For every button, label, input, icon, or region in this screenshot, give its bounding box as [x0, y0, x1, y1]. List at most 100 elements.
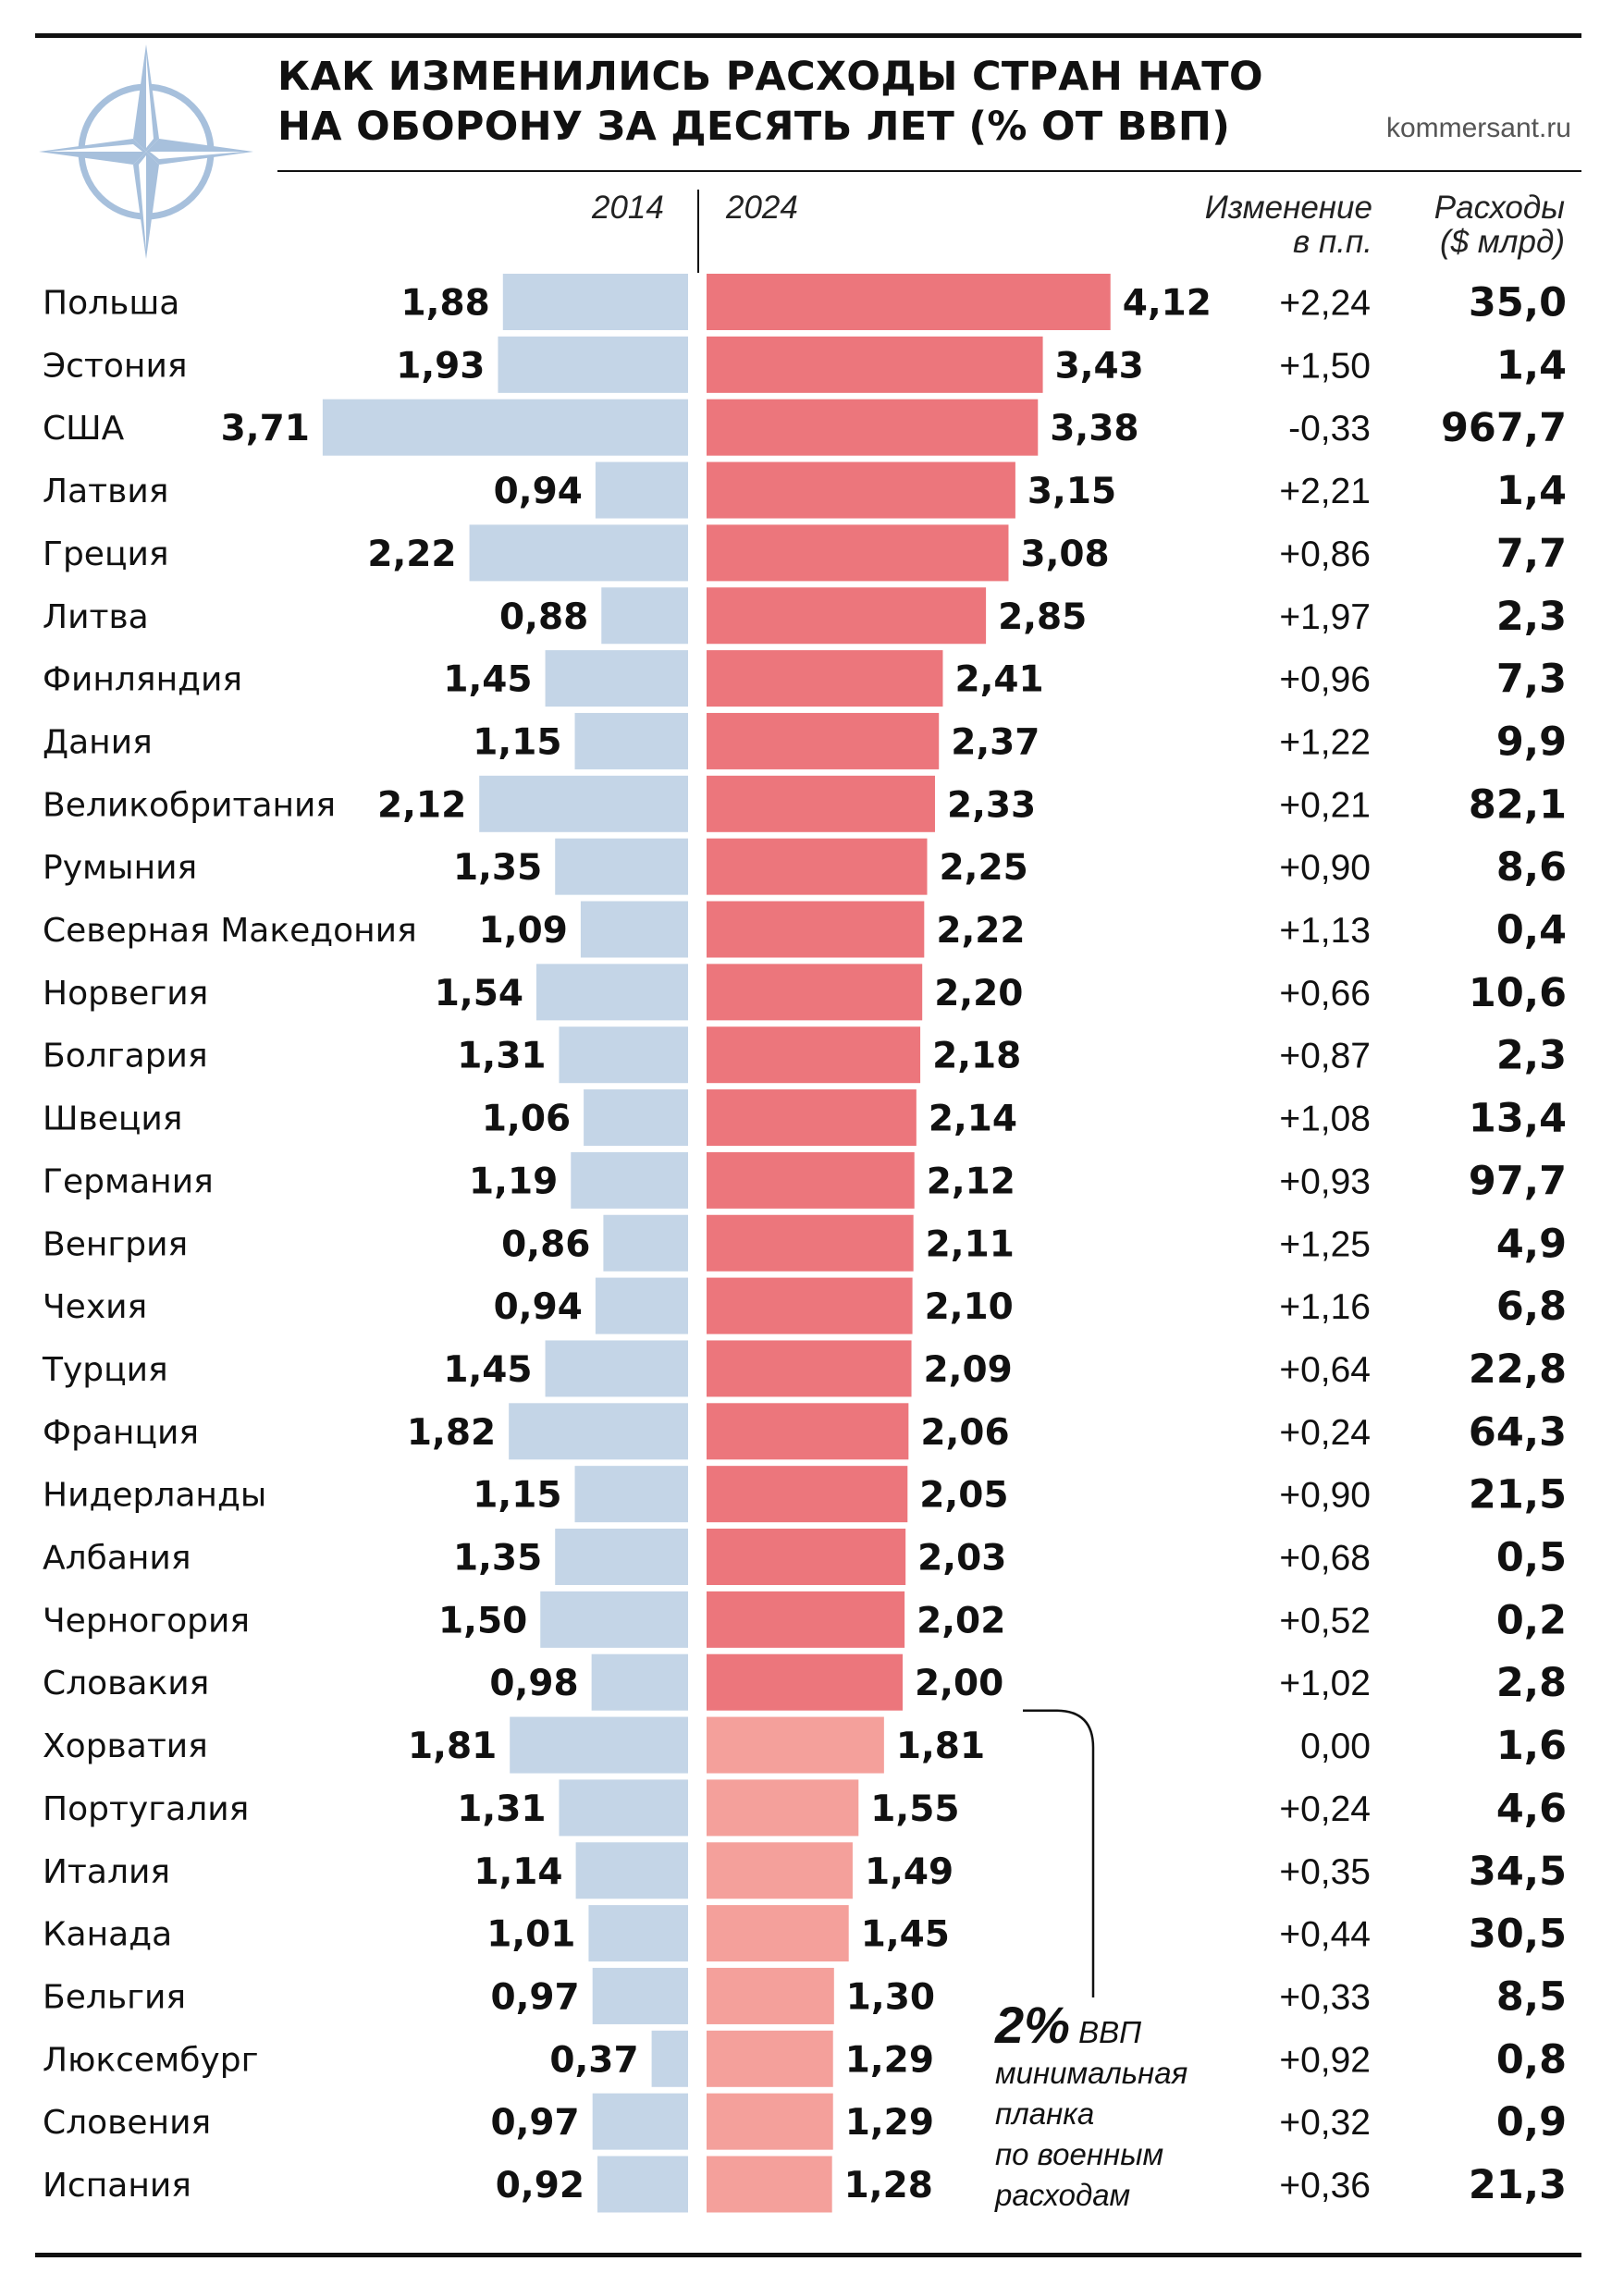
- change-value: -0,33: [1288, 409, 1371, 449]
- spending-value: 34,5: [1469, 1849, 1567, 1895]
- value-label-2024: 2,11: [926, 1223, 1015, 1265]
- header-spending-line-2: ($ млрд): [1439, 224, 1565, 260]
- value-label-2024: 2,00: [915, 1663, 1003, 1704]
- bar-2024: [707, 1403, 909, 1460]
- bar-2014: [479, 775, 688, 832]
- country-label: Италия: [43, 1853, 170, 1891]
- spending-value: 967,7: [1441, 405, 1567, 451]
- value-label-2014: 1,45: [443, 659, 532, 701]
- value-label-2024: 1,49: [865, 1851, 953, 1893]
- bar-2014: [574, 712, 688, 769]
- bar-2014: [502, 274, 688, 330]
- spending-value: 0,2: [1496, 1597, 1567, 1643]
- change-value: +0,36: [1279, 2166, 1371, 2206]
- bar-2014: [575, 1842, 688, 1899]
- value-label-2014: 1,15: [473, 721, 561, 763]
- country-label: Венгрия: [43, 1225, 188, 1263]
- bottom-rule: [35, 2253, 1581, 2257]
- spending-value: 6,8: [1496, 1284, 1567, 1330]
- spending-value: 64,3: [1469, 1409, 1567, 1456]
- country-label: Канада: [43, 1916, 172, 1954]
- header-year-2024: 2024: [726, 190, 798, 226]
- spending-value: 21,5: [1469, 1472, 1567, 1518]
- bar-2024: [707, 1591, 905, 1648]
- country-label: Словакия: [43, 1665, 209, 1702]
- chart-title: КАК ИЗМЕНИЛИСЬ РАСХОДЫ СТРАН НАТО НА ОБО…: [277, 52, 1263, 152]
- country-label: Португалия: [43, 1790, 249, 1828]
- change-value: +1,02: [1279, 1664, 1371, 1703]
- spending-value: 4,6: [1496, 1786, 1567, 1832]
- value-label-2024: 4,12: [1123, 283, 1212, 325]
- spending-value: 1,4: [1496, 342, 1567, 388]
- value-label-2014: 1,50: [438, 1600, 527, 1641]
- bar-2014: [603, 1214, 688, 1272]
- value-label-2014: 0,37: [549, 2039, 638, 2081]
- value-label-2014: 0,98: [489, 1663, 578, 1704]
- source-link[interactable]: kommersant.ru: [1385, 113, 1571, 143]
- change-value: +1,08: [1279, 1100, 1371, 1139]
- bar-2024: [707, 838, 928, 895]
- bar-2014: [545, 1340, 688, 1397]
- title-line-2: НА ОБОРОНУ ЗА ДЕСЯТЬ ЛЕТ (% ОТ ВВП): [277, 104, 1231, 150]
- value-label-2024: 2,18: [932, 1036, 1021, 1077]
- change-value: +0,90: [1279, 1476, 1371, 1516]
- header-spending: Расходы ($ млрд): [1434, 190, 1565, 259]
- value-label-2024: 2,03: [917, 1538, 1006, 1579]
- country-label: Люксембург: [43, 2041, 259, 2079]
- bar-2014: [592, 2093, 688, 2150]
- bar-2014: [584, 1089, 688, 1147]
- bar-2014: [535, 964, 688, 1021]
- country-label: Польша: [43, 285, 179, 323]
- bar-2024: [707, 336, 1043, 393]
- bar-2024: [707, 587, 987, 645]
- value-label-2014: 1,81: [408, 1726, 497, 1767]
- header-change-line-2: в п.п.: [1293, 224, 1372, 260]
- bar-2014: [559, 1026, 688, 1084]
- year-divider-line: [697, 190, 699, 273]
- value-label-2024: 2,12: [927, 1161, 1015, 1202]
- value-label-2014: 1,09: [479, 910, 568, 952]
- value-label-2014: 1,93: [396, 345, 485, 387]
- value-label-2014: 1,82: [407, 1412, 496, 1454]
- country-label: Латвия: [43, 473, 168, 510]
- bar-2014: [592, 1967, 688, 2024]
- spending-value: 97,7: [1469, 1158, 1567, 1204]
- country-label: Словения: [43, 2104, 211, 2142]
- value-label-2014: 1,35: [453, 847, 542, 889]
- change-value: +1,50: [1279, 346, 1371, 386]
- threshold-unit: ВВП: [1078, 2015, 1142, 2049]
- bar-2014: [571, 1151, 688, 1209]
- change-value: +1,97: [1279, 597, 1371, 637]
- bar-2024: [707, 2030, 833, 2087]
- change-value: +0,66: [1279, 974, 1371, 1014]
- change-value: +1,16: [1279, 1287, 1371, 1327]
- annotation-line-2: планка: [995, 2096, 1095, 2131]
- value-label-2024: 3,15: [1027, 471, 1116, 512]
- change-value: +0,52: [1279, 1601, 1371, 1641]
- change-value: +0,33: [1279, 1977, 1371, 2017]
- country-label: Турция: [42, 1351, 168, 1389]
- change-value: +0,21: [1279, 785, 1371, 825]
- country-label: Хорватия: [43, 1727, 208, 1765]
- change-value: +0,68: [1279, 1539, 1371, 1579]
- change-value: +0,96: [1279, 660, 1371, 700]
- change-value: +0,92: [1279, 2040, 1371, 2080]
- value-label-2014: 1,31: [457, 1788, 546, 1830]
- value-label-2014: 1,14: [474, 1851, 562, 1893]
- value-label-2024: 2,14: [929, 1099, 1017, 1140]
- bar-2024: [707, 2156, 832, 2213]
- value-label-2014: 0,94: [494, 471, 583, 512]
- nato-compass-star-icon: [39, 44, 253, 259]
- value-label-2024: 1,81: [896, 1726, 985, 1767]
- bar-2014: [574, 1466, 688, 1523]
- country-label: Нидерланды: [43, 1477, 266, 1515]
- bar-2014: [555, 838, 688, 895]
- value-label-2014: 1,06: [482, 1099, 571, 1140]
- title-divider: [277, 170, 1581, 172]
- header-change-line-1: Изменение: [1204, 190, 1372, 226]
- bar-2014: [322, 399, 688, 456]
- value-label-2014: 1,54: [435, 973, 523, 1014]
- country-label: Литва: [43, 598, 149, 636]
- country-label: Финляндия: [43, 661, 242, 699]
- bar-2014: [595, 1277, 688, 1334]
